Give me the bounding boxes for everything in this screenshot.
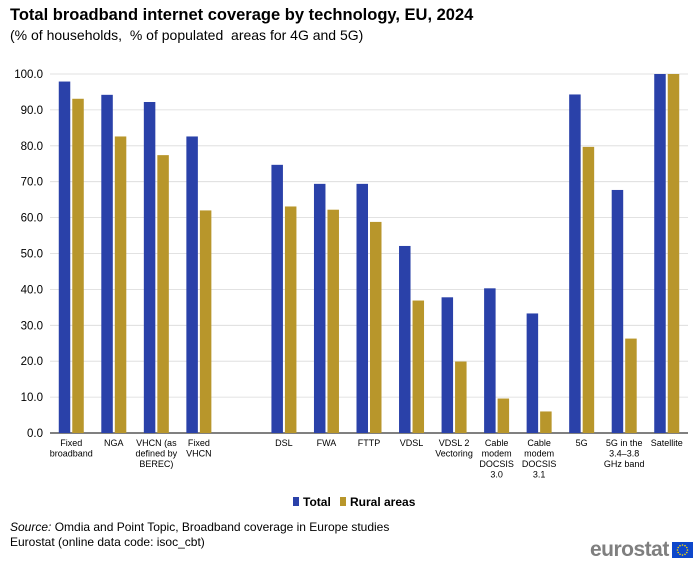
legend: Total Rural areas (293, 495, 416, 509)
x-tick-label: Fixed broadband (50, 438, 93, 459)
chart-title: Total broadband internet coverage by tec… (10, 6, 474, 24)
bar-rural (114, 136, 127, 433)
bar-rural (625, 338, 637, 433)
bar-rural (327, 209, 339, 433)
x-tick-label: Fixed VHCN (186, 438, 212, 459)
legend-label: Total (303, 495, 331, 509)
legend-swatch (293, 497, 299, 506)
chart-subtitle: (% of households, % of populated areas f… (10, 27, 364, 43)
eu-flag-icon (671, 542, 693, 558)
bar-rural (199, 210, 212, 433)
y-tick-label: 70.0 (21, 177, 43, 189)
x-tick-label: NGA (104, 438, 124, 448)
y-tick-label: 50.0 (21, 249, 43, 261)
source-code: Eurostat (online data code: isoc_cbt) (10, 535, 205, 549)
y-tick-label: 90.0 (21, 105, 43, 117)
bar-total (143, 102, 156, 433)
source-text: Omdia and Point Topic, Broadband coverag… (51, 520, 390, 534)
y-axis: 0.0 10.0 20.0 30.0 40.0 50.0 60.0 70.0 80.0 90.0 1… (14, 69, 43, 440)
bar-rural (72, 98, 84, 434)
x-tick-label: 5G (576, 438, 588, 448)
bar-rural (455, 361, 467, 433)
x-tick-label: Satellite (651, 438, 683, 448)
bar-total (441, 297, 454, 433)
x-tick-label: 5G in the 3.4–3.8 GHz band (604, 438, 645, 469)
bar-rural (540, 411, 552, 433)
bar-total (271, 164, 283, 433)
x-tick-label: VHCN (as defined by BEREC) (136, 438, 178, 469)
bar-total (526, 313, 539, 433)
bar-rural (157, 155, 169, 433)
bar-rural (497, 398, 510, 433)
source-label: Source: (10, 520, 52, 534)
bar-total (569, 94, 581, 433)
bar-rural (412, 300, 425, 433)
y-tick-label: 100.0 (14, 69, 43, 81)
source-note: Source: Omdia and Point Topic, Broadband… (10, 520, 389, 550)
bar-rural (284, 206, 297, 433)
x-tick-label: FWA (317, 438, 337, 448)
bars (58, 74, 680, 434)
x-tick-label: Cable modem DOCSIS 3.0 (479, 438, 514, 480)
y-tick-label: 40.0 (21, 284, 43, 296)
y-tick-label: 60.0 (21, 213, 43, 225)
bar-total (356, 183, 368, 433)
x-axis: Fixed broadband NGA VHCN (as defined by BEREC… (50, 438, 683, 480)
legend-swatch (340, 497, 346, 506)
bar-rural (667, 74, 680, 433)
bar-total (313, 183, 326, 433)
gridlines (50, 73, 688, 434)
bar-total (399, 245, 411, 433)
bar-total (101, 94, 113, 434)
bar-total (58, 81, 71, 433)
bar-total (186, 136, 198, 433)
bar-total (484, 288, 496, 433)
logo-text: eurostat (590, 538, 669, 561)
y-tick-label: 10.0 (21, 392, 43, 404)
y-tick-label: 20.0 (21, 356, 43, 368)
x-tick-label: VDSL 2 Vectoring (435, 438, 473, 459)
x-tick-label: Cable modem DOCSIS 3.1 (522, 438, 557, 480)
x-tick-label: VDSL (400, 438, 424, 448)
y-tick-label: 0.0 (27, 428, 43, 440)
bar-total (611, 189, 624, 433)
bar-rural (370, 221, 382, 433)
x-tick-label: DSL (275, 438, 293, 448)
bar-rural (582, 146, 595, 433)
legend-label: Rural areas (350, 495, 416, 509)
y-tick-label: 80.0 (21, 141, 43, 153)
x-tick-label: FTTP (358, 438, 381, 448)
y-tick-label: 30.0 (21, 320, 43, 332)
eurostat-logo: eurostat (590, 538, 693, 562)
bar-total (654, 74, 666, 433)
